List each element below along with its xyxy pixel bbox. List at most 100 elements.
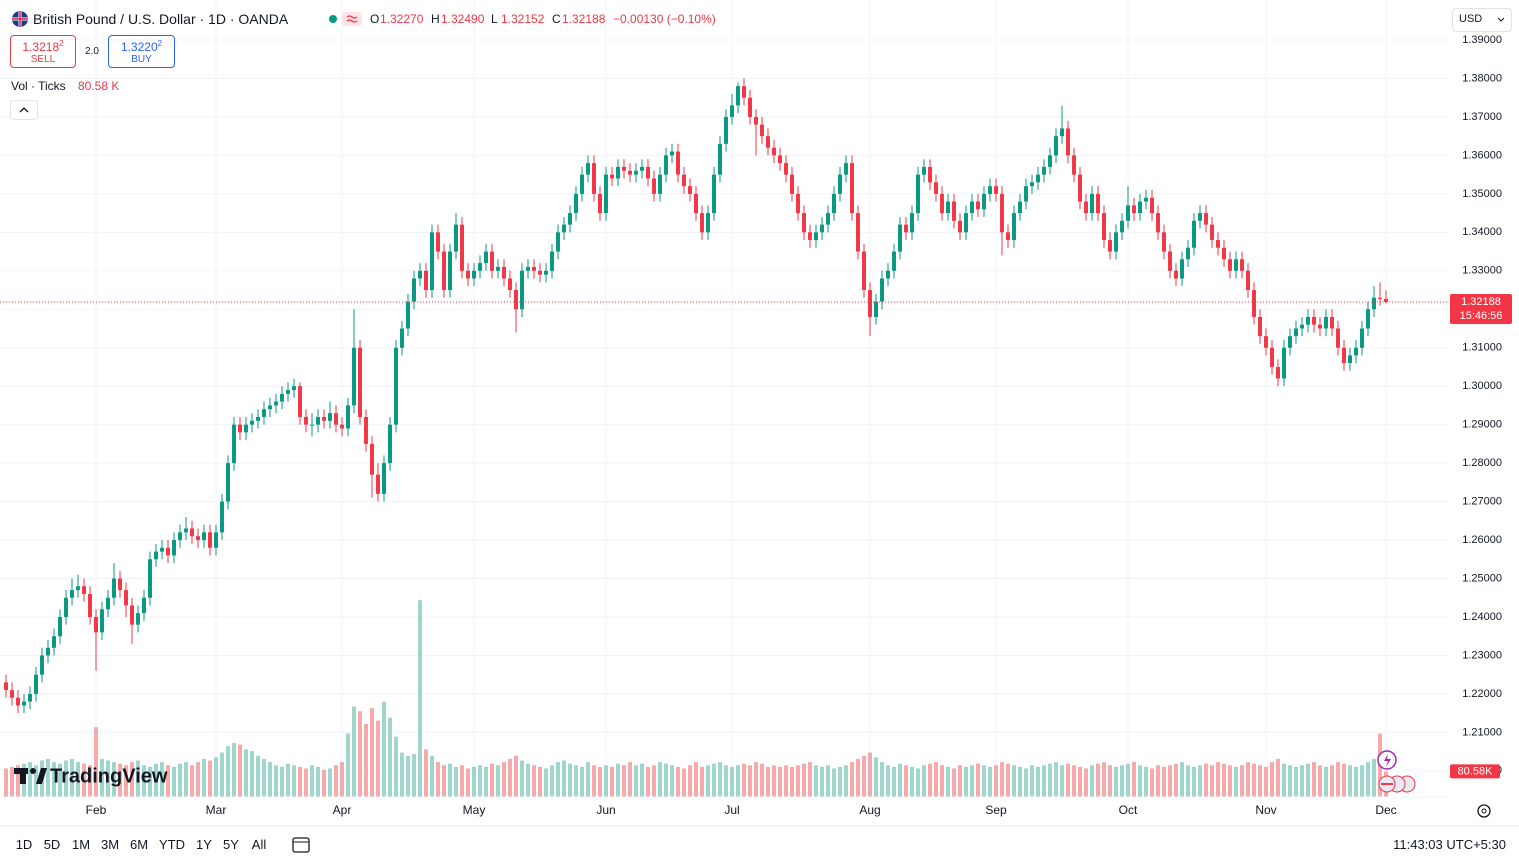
candle-body — [928, 166, 932, 183]
volume-bar — [106, 760, 110, 797]
candle-body — [340, 424, 344, 429]
buy-price-sup: 2 — [157, 39, 163, 48]
candle-body — [916, 174, 920, 214]
volume-bar — [1342, 763, 1346, 797]
candle-body — [82, 586, 86, 594]
settings-icon[interactable] — [1477, 804, 1491, 818]
volume-bar — [724, 765, 728, 797]
candle-body — [982, 193, 986, 210]
range-button[interactable]: 5D — [43, 837, 61, 852]
candle-body — [1192, 220, 1196, 248]
volume-bar — [412, 754, 416, 797]
candle-body — [820, 224, 824, 233]
volume-bar — [484, 766, 488, 797]
range-button[interactable]: All — [251, 837, 267, 852]
volume-bar — [220, 752, 224, 797]
volume-bar — [628, 762, 632, 797]
open-value: 1.32270 — [380, 12, 424, 26]
candle-body — [796, 193, 800, 214]
candle-body — [346, 405, 350, 429]
sell-button[interactable]: 1.32182 SELL — [10, 35, 76, 68]
volume-bar — [994, 765, 998, 797]
volume-bar — [328, 768, 332, 797]
candle-body — [550, 251, 554, 271]
volume-bar — [634, 765, 638, 797]
volume-bar — [16, 765, 20, 797]
candle-body — [1288, 336, 1292, 348]
flag-icon — [12, 11, 28, 27]
indicator-name: Vol · Ticks — [11, 79, 66, 93]
volume-bar — [778, 766, 782, 797]
y-tick-label: 1.27000 — [1462, 495, 1502, 507]
volume-bar — [262, 758, 266, 797]
currency-dropdown[interactable]: USD — [1452, 8, 1512, 32]
candle-body — [628, 170, 632, 175]
range-button[interactable]: 1M — [71, 837, 91, 852]
volume-bar — [922, 765, 926, 797]
candle-body — [76, 586, 80, 591]
candle-body — [1168, 251, 1172, 271]
candle-body — [238, 424, 242, 433]
volume-bar — [1312, 762, 1316, 797]
x-tick-label: Jul — [724, 803, 739, 817]
volume-bar — [1258, 765, 1262, 797]
volume-bar — [946, 766, 950, 797]
volume-bar — [808, 762, 812, 797]
volume-bar — [1324, 766, 1328, 797]
candle-body — [898, 224, 902, 252]
candle-body — [1300, 324, 1304, 329]
volume-bar — [1330, 765, 1334, 797]
y-tick-label: 1.21000 — [1462, 726, 1502, 738]
range-button[interactable]: 6M — [129, 837, 149, 852]
candle-body — [1078, 174, 1082, 202]
range-button[interactable]: 1Y — [196, 837, 212, 852]
volume-bar — [862, 755, 866, 797]
countdown: 15:46:56 — [1460, 310, 1503, 322]
volume-bar — [46, 758, 50, 797]
range-button[interactable]: 3M — [100, 837, 120, 852]
buy-button[interactable]: 1.32202 BUY — [108, 35, 175, 68]
low-label: L — [491, 12, 498, 26]
candle-body — [484, 251, 488, 264]
volume-bar — [790, 766, 794, 797]
volume-bar — [1246, 762, 1250, 797]
volume-bar — [286, 763, 290, 797]
volume-bar — [64, 760, 68, 797]
candle-body — [1150, 197, 1154, 214]
candle-body — [148, 559, 152, 598]
volume-bar — [760, 763, 764, 797]
volume-bar — [1072, 765, 1076, 797]
collapse-button[interactable] — [10, 100, 38, 120]
range-button[interactable]: 5Y — [223, 837, 239, 852]
range-button[interactable]: 1D — [15, 837, 33, 852]
date-range-icon[interactable] — [292, 837, 310, 853]
volume-bar — [640, 763, 644, 797]
volume-bar — [424, 749, 428, 797]
volume-bar — [190, 765, 194, 797]
volume-bar — [1006, 763, 1010, 797]
candle-body — [1258, 316, 1262, 337]
y-tick-label: 1.37000 — [1462, 111, 1502, 123]
candle-body — [826, 213, 830, 225]
candle-body — [1252, 290, 1256, 317]
candle-body — [1000, 193, 1004, 233]
candle-body — [1210, 224, 1214, 241]
range-button[interactable]: YTD — [159, 837, 185, 852]
volume-bar — [1306, 763, 1310, 797]
volume-bar — [1198, 765, 1202, 797]
candle-body — [1018, 201, 1022, 214]
candle-body — [1060, 128, 1064, 137]
volume-bar — [928, 763, 932, 797]
volume-bar — [1126, 763, 1130, 797]
candle-body — [832, 193, 836, 214]
candle-body — [478, 263, 482, 271]
candle-body — [502, 266, 506, 279]
candle-body — [556, 232, 560, 252]
volume-bar — [1336, 762, 1340, 797]
candle-body — [706, 213, 710, 233]
candle-body — [178, 532, 182, 541]
volume-bar — [70, 758, 74, 797]
volume-bar — [616, 763, 620, 797]
candle-body — [988, 186, 992, 194]
